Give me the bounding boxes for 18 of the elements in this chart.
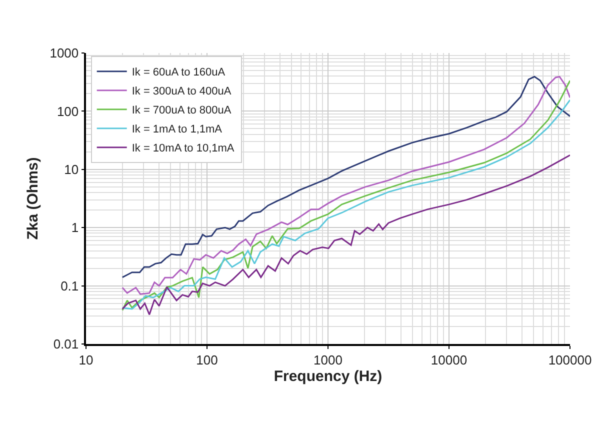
x-tick-label: 10: [78, 352, 94, 368]
legend-label: Ik = 10mA to 10,1mA: [132, 142, 235, 155]
y-tick-label: 1: [71, 220, 79, 236]
y-tick-label: 1000: [50, 46, 79, 61]
x-tick-label: 10000: [430, 352, 468, 368]
y-tick-label: 100: [56, 104, 79, 119]
y-tick-label: 0.01: [53, 336, 79, 352]
y-axis-title: Zka (Ohms): [24, 157, 42, 240]
legend-label: Ik = 300uA to 400uA: [132, 86, 232, 98]
x-tick-label: 100: [196, 352, 218, 368]
x-tick-label: 100000: [548, 352, 592, 368]
y-tick-label: 10: [64, 162, 79, 177]
y-tick-label: 0.1: [60, 278, 79, 294]
x-axis-title: Frequency (Hz): [274, 368, 382, 385]
legend-label: Ik = 700uA to 800uA: [132, 104, 232, 117]
legend-label: Ik = 1mA to 1,1mA: [132, 124, 223, 136]
legend-label: Ik = 60uA to 160uA: [132, 66, 226, 79]
x-tick-label: 1000: [314, 352, 342, 368]
